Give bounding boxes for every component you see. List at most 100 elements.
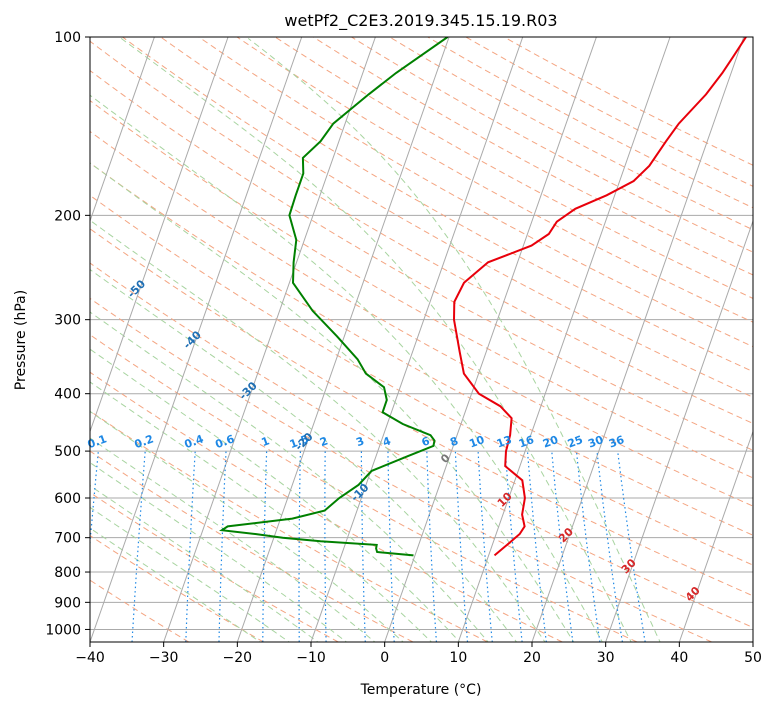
x-axis-label: Temperature (°C): [360, 682, 482, 698]
x-tick-label: 40: [670, 650, 688, 666]
mixing-ratio-label: 30: [586, 433, 605, 451]
dewpoint-profile-line: [219, 37, 449, 557]
moist-adiabat-line: [90, 527, 262, 642]
y-axis-label: Pressure (hPa): [13, 290, 29, 390]
isotherm-line: [0, 37, 7, 642]
dry-adiabat-line: [90, 450, 414, 642]
moist-adiabat-line: [247, 38, 661, 642]
mixing-ratio-line: [360, 451, 366, 642]
mixing-ratio-label: 36: [607, 433, 626, 451]
mixing-ratio-label: 25: [566, 433, 585, 450]
isotherm-label: 20: [556, 525, 576, 545]
isotherm-label: -40: [181, 328, 204, 351]
y-tick-label: 300: [54, 313, 81, 329]
isotherm-line: [384, 37, 597, 642]
moist-adiabat-line: [90, 381, 433, 642]
mixing-ratio-line: [575, 451, 601, 642]
isotherm-line: [531, 37, 745, 642]
dry-adiabat-line: [503, 37, 753, 166]
dry-adiabat-line: [122, 37, 753, 398]
y-tick-label: 1000: [45, 622, 81, 638]
dry-adiabat-line: [90, 334, 638, 642]
dry-adiabat-line: [351, 37, 753, 253]
mixing-ratio-label: 3: [354, 434, 366, 449]
isotherm-line: [605, 219, 753, 642]
x-tick-label: 50: [744, 650, 762, 666]
mixing-ratio-label: 20: [541, 433, 560, 451]
x-tick-label: 10: [449, 650, 467, 666]
dry-adiabat-line: [313, 37, 753, 276]
mixing-ratio-line: [218, 451, 227, 642]
dry-adiabat-line: [90, 70, 753, 451]
mixing-ratio-line: [617, 451, 646, 642]
isotherm-line: [310, 37, 524, 642]
mixing-ratio-label: 0.6: [213, 432, 236, 451]
isotherm-line: [163, 37, 376, 642]
isotherm-line: [90, 37, 303, 642]
x-tick-label: 20: [523, 650, 541, 666]
moist-adiabat-line: [90, 506, 290, 642]
x-tick-label: −40: [75, 650, 105, 666]
moist-adiabat-line: [90, 410, 404, 642]
isotherm-label: -30: [237, 379, 260, 402]
dry-adiabat-line: [90, 162, 753, 536]
dry-adiabat-line: [236, 37, 753, 323]
mixing-ratio-line: [526, 451, 547, 642]
mixing-ratio-label: 0.1: [86, 432, 109, 451]
mixing-ratio-label: 4: [381, 434, 393, 449]
dry-adiabat-line: [198, 37, 753, 348]
mixing-ratio-label: 6: [420, 434, 432, 449]
mixing-ratio-label: 1.5: [288, 432, 311, 451]
dry-adiabat-line: [465, 37, 753, 187]
dry-adiabat-line: [90, 262, 753, 629]
mixing-ratio-label: 10: [467, 433, 486, 451]
mixing-ratio-label: 2: [318, 434, 330, 449]
mixing-ratio-label: 0.4: [183, 432, 206, 451]
x-tick-label: −10: [296, 650, 326, 666]
mixing-ratio-line: [477, 451, 493, 642]
isotherm-line: [90, 37, 155, 223]
dry-adiabat-line: [274, 37, 753, 299]
isotherm-line: [752, 640, 753, 642]
dry-adiabat-line: [90, 297, 712, 642]
mixing-ratio-label: 8: [448, 434, 460, 449]
dry-adiabat-line: [90, 99, 753, 479]
mixing-ratio-label: 16: [517, 433, 536, 451]
dry-adiabat-line: [90, 371, 563, 642]
isotherm-label: 10: [495, 490, 515, 510]
isotherm-label: 40: [683, 584, 703, 604]
dry-adiabat-line: [389, 37, 753, 231]
mixing-ratio-line: [551, 451, 574, 642]
x-tick-label: −30: [149, 650, 179, 666]
mixing-ratio-line: [262, 451, 268, 642]
moist-adiabat-line: [120, 38, 632, 642]
mixing-ratio-line: [596, 451, 623, 642]
mixing-ratio-line: [426, 451, 437, 642]
y-tick-label: 100: [54, 30, 81, 46]
mixing-ratio-label: 1: [260, 434, 272, 449]
moist-adiabat-line: [90, 219, 546, 642]
y-tick-label: 800: [54, 565, 81, 581]
y-tick-label: 900: [54, 595, 81, 611]
mixing-ratio-label: 13: [495, 433, 514, 450]
isotherm-line: [457, 37, 671, 642]
isotherm-label: -10: [348, 481, 371, 504]
mixing-ratio-label: 0.2: [133, 432, 156, 451]
dry-adiabat-line: [90, 228, 753, 597]
dry-adiabat-line: [90, 410, 488, 642]
y-tick-label: 400: [54, 387, 81, 403]
temperature-profile-line: [452, 37, 747, 557]
mixing-ratio-line: [185, 451, 196, 642]
mixing-ratio-line: [504, 451, 523, 642]
isotherm-line: [236, 37, 450, 642]
moist-adiabat-line: [90, 268, 518, 642]
moist-adiabat-line: [90, 94, 603, 642]
dry-adiabat-line: [160, 37, 753, 373]
dry-adiabat-line: [427, 37, 753, 209]
dry-adiabat-line: [90, 492, 339, 642]
dry-adiabat-line: [90, 40, 753, 425]
moist-adiabat-line: [90, 162, 575, 642]
dry-adiabat-line: [90, 130, 753, 507]
chart-title: wetPf2_C2E3.2019.345.15.19.R03: [284, 11, 557, 31]
